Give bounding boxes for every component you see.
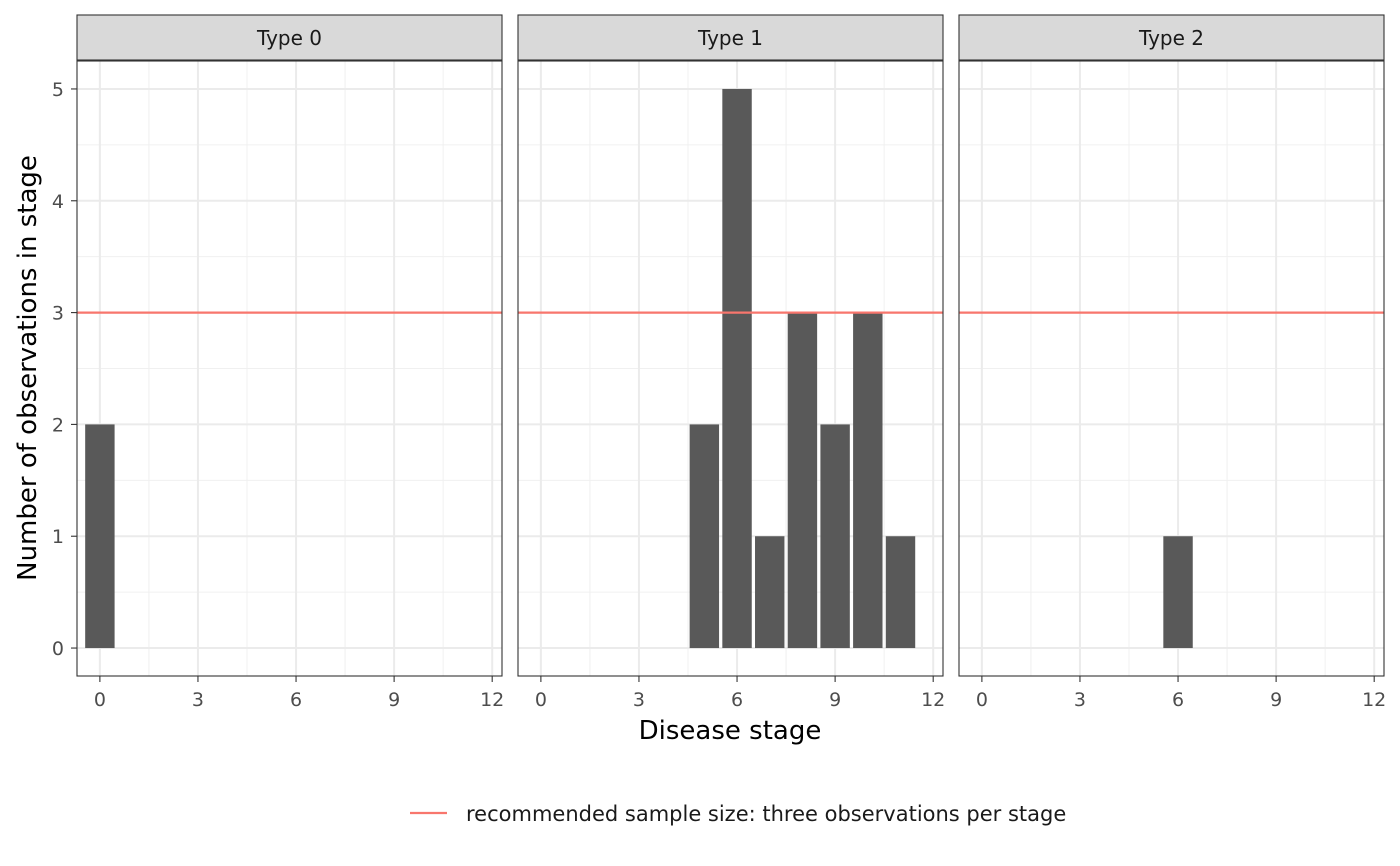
y-tick-label: 2	[52, 414, 64, 436]
x-tick-label: 3	[1074, 689, 1086, 711]
y-tick-label: 5	[52, 79, 64, 101]
panel-border	[76, 60, 503, 677]
x-tick-label: 12	[921, 689, 945, 711]
x-tick-label: 0	[976, 689, 988, 711]
bar	[689, 424, 720, 649]
facet-panel-1: Type 1 0 3 6 9 12	[517, 14, 945, 711]
bar	[885, 536, 916, 649]
y-tick-label: 4	[52, 191, 64, 213]
bar	[1163, 536, 1193, 649]
facet-strip	[76, 14, 503, 61]
legend-label: recommended sample size: three observati…	[466, 802, 1066, 826]
x-tick-label: 6	[731, 689, 743, 711]
x-tick-label: 9	[388, 689, 400, 711]
x-tick-label: 3	[192, 689, 204, 711]
panel-border	[958, 60, 1385, 677]
facet-strip	[958, 14, 1385, 61]
x-tick-label: 0	[535, 689, 547, 711]
bar	[85, 424, 115, 649]
x-tick-label: 12	[1362, 689, 1386, 711]
bar	[820, 424, 850, 649]
x-tick-label: 3	[633, 689, 645, 711]
legend: recommended sample size: three observati…	[410, 802, 1066, 826]
y-axis-title: Number of observations in stage	[13, 155, 43, 581]
x-tick-label: 0	[94, 689, 106, 711]
bar	[755, 536, 785, 649]
x-tick-label: 9	[829, 689, 841, 711]
x-tick-label: 12	[480, 689, 504, 711]
facet-panel-2: Type 2 0 3 6 9 12	[958, 14, 1386, 711]
x-tick-label: 6	[290, 689, 302, 711]
facet-strip-label: Type 0	[256, 26, 322, 50]
bar	[787, 312, 818, 649]
panel-border	[517, 60, 944, 677]
y-tick-label: 1	[52, 526, 64, 548]
facet-strip	[517, 14, 944, 61]
facet-strip-label: Type 1	[697, 26, 763, 50]
x-axis-title: Disease stage	[639, 716, 822, 746]
bar	[722, 88, 752, 649]
bar	[853, 312, 883, 649]
x-tick-label: 6	[1172, 689, 1184, 711]
x-tick-label: 9	[1270, 689, 1282, 711]
facet-strip-label: Type 2	[1138, 26, 1204, 50]
y-tick-label: 0	[52, 638, 64, 660]
y-tick-label: 3	[52, 303, 64, 325]
